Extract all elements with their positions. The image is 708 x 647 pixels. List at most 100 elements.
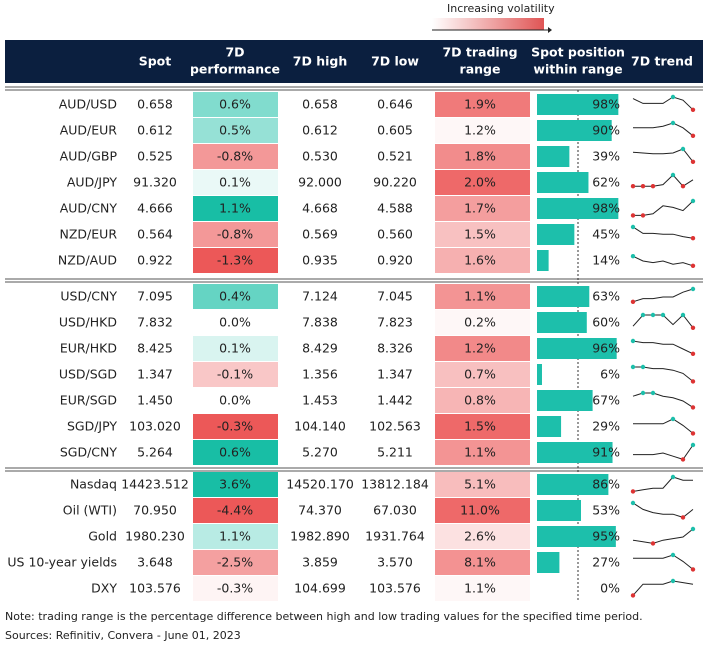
trend-max xyxy=(640,390,646,396)
trend-min xyxy=(690,567,696,572)
position-bar xyxy=(537,500,581,521)
high: 1982.890 xyxy=(290,529,350,544)
position: 98% xyxy=(592,201,620,216)
low: 1.347 xyxy=(377,367,413,382)
trend-min xyxy=(690,107,696,113)
performance: 0.4% xyxy=(219,289,251,304)
range-cell xyxy=(435,524,530,549)
trend-max xyxy=(630,254,636,259)
range-cell xyxy=(435,336,530,361)
low: 1931.764 xyxy=(365,529,425,544)
trend-min xyxy=(680,457,686,462)
performance: 0.5% xyxy=(219,123,251,138)
trend-line xyxy=(633,200,694,216)
spot: 1980.230 xyxy=(125,529,185,544)
trend-line xyxy=(632,528,694,544)
position: 96% xyxy=(592,341,620,356)
header-label: 7D high xyxy=(293,54,347,69)
low: 0.605 xyxy=(377,123,413,138)
high: 74.370 xyxy=(298,503,342,518)
low: 4.588 xyxy=(377,201,413,216)
row-name: EUR/SGD xyxy=(60,393,117,408)
trend-min xyxy=(630,299,636,304)
performance: -1.3% xyxy=(217,253,253,268)
row-name: EUR/HKD xyxy=(60,341,117,356)
position: 14% xyxy=(592,253,620,268)
position-bar xyxy=(537,474,609,495)
position: 67% xyxy=(592,393,620,408)
position: 45% xyxy=(592,227,620,242)
trend-max xyxy=(650,390,656,396)
trend-line xyxy=(632,96,694,111)
performance-cell xyxy=(193,498,278,523)
trend-max xyxy=(640,364,646,370)
trend-max xyxy=(670,172,676,178)
trend-max xyxy=(630,500,636,506)
trend-min xyxy=(650,541,656,546)
position: 6% xyxy=(600,367,620,382)
range: 0.8% xyxy=(464,393,496,408)
high: 14520.170 xyxy=(286,477,354,492)
position-bar xyxy=(537,250,549,271)
trend-line xyxy=(632,580,694,596)
sources: Sources: Refinitiv, Convera - June 01, 2… xyxy=(5,629,241,642)
performance-cell xyxy=(193,118,278,143)
low: 7.045 xyxy=(377,289,413,304)
row-name: NZD/AUD xyxy=(58,253,117,268)
note: Note: trading range is the percentage di… xyxy=(5,610,643,623)
position-bar xyxy=(537,120,612,141)
trend-line xyxy=(633,418,694,434)
trend-max xyxy=(680,146,686,152)
range: 8.1% xyxy=(464,555,496,570)
trend-min xyxy=(690,351,696,356)
performance: 3.6% xyxy=(219,477,251,492)
range: 0.7% xyxy=(464,367,496,382)
trend-min xyxy=(680,184,686,189)
trend-line xyxy=(632,340,694,355)
row-name: SGD/JPY xyxy=(67,419,117,434)
position: 86% xyxy=(592,477,620,492)
header-label: 7D trend xyxy=(631,54,693,69)
performance-cell xyxy=(193,440,278,465)
position-bar xyxy=(537,198,619,219)
trend-max xyxy=(680,312,686,318)
row-name: AUD/USD xyxy=(59,97,117,112)
position-bar xyxy=(537,526,616,547)
high: 5.270 xyxy=(302,445,338,460)
spot: 0.564 xyxy=(137,227,173,242)
trend-min xyxy=(690,405,696,410)
position-bar xyxy=(537,390,593,411)
range: 1.7% xyxy=(464,201,496,216)
header-label: within range xyxy=(533,62,622,77)
performance: 0.6% xyxy=(219,97,251,112)
position: 98% xyxy=(592,97,620,112)
position: 0% xyxy=(600,581,620,596)
performance: -0.3% xyxy=(217,581,253,596)
low: 7.823 xyxy=(377,315,413,330)
position-bar xyxy=(537,442,613,463)
trend-max xyxy=(640,312,646,318)
trend-line xyxy=(632,226,694,239)
spot: 0.658 xyxy=(137,97,173,112)
high: 0.530 xyxy=(302,149,338,164)
trend-line xyxy=(633,122,694,137)
range-cell xyxy=(435,414,530,439)
position-bar xyxy=(537,552,560,573)
performance: 0.0% xyxy=(219,393,251,408)
trend-max xyxy=(630,338,636,344)
trend-min xyxy=(630,489,636,494)
position-bar xyxy=(537,338,617,359)
trend-max xyxy=(690,442,696,448)
position-bar xyxy=(537,172,589,193)
trend-max xyxy=(670,416,676,422)
range: 2.6% xyxy=(464,529,496,544)
trend-min xyxy=(690,236,696,241)
performance-cell xyxy=(193,524,278,549)
spot: 3.648 xyxy=(137,555,173,570)
high: 0.658 xyxy=(302,97,338,112)
performance: -4.4% xyxy=(217,503,253,518)
performance-cell xyxy=(193,336,278,361)
high: 0.569 xyxy=(302,227,338,242)
high: 1.453 xyxy=(302,393,338,408)
header-label: performance xyxy=(190,62,280,77)
